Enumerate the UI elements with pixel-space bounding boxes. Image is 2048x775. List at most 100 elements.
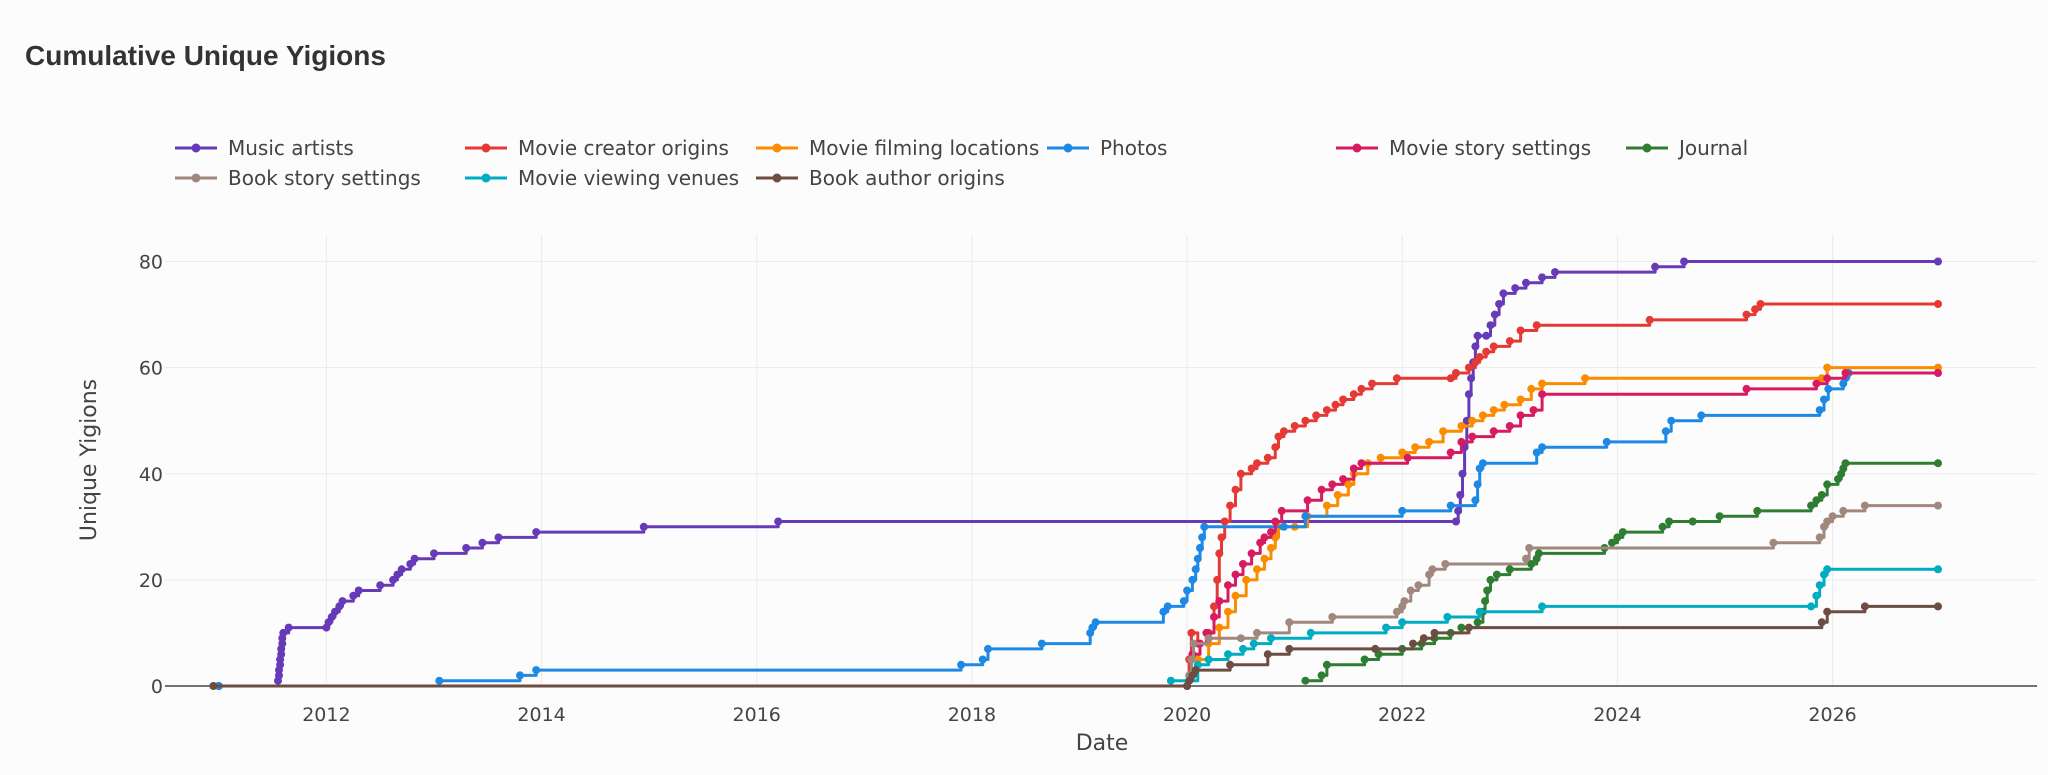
data-point	[1934, 369, 1942, 377]
legend-marker	[481, 173, 491, 183]
data-point	[1239, 644, 1247, 653]
data-point	[1860, 501, 1869, 510]
data-point	[1253, 565, 1261, 574]
data-point	[1392, 374, 1401, 383]
data-point	[1357, 459, 1366, 468]
data-point	[1468, 416, 1477, 425]
data-point	[1538, 273, 1547, 282]
data-point	[331, 607, 339, 616]
data-point	[1263, 453, 1272, 462]
data-point	[1483, 586, 1492, 595]
legend-item[interactable]: Movie filming locations	[756, 136, 1039, 160]
data-point	[1403, 453, 1412, 462]
data-point	[1820, 395, 1828, 404]
data-point	[1667, 416, 1676, 425]
y-axis-label: Unique Yigions	[77, 379, 102, 541]
data-point	[1608, 538, 1616, 547]
data-point	[1368, 379, 1377, 388]
data-point	[1522, 278, 1530, 287]
data-point	[1213, 575, 1222, 584]
data-point	[1505, 565, 1514, 574]
data-point	[1193, 554, 1202, 563]
data-point	[1382, 623, 1391, 632]
x-tick-label: 2018	[948, 704, 996, 726]
data-point	[957, 660, 966, 669]
data-point	[1661, 427, 1670, 436]
data-point	[1934, 459, 1942, 468]
series-lines	[209, 257, 1942, 690]
data-point	[1934, 300, 1942, 308]
data-point	[1815, 406, 1824, 415]
data-point	[1525, 544, 1534, 552]
y-tick-label: 40	[139, 464, 163, 486]
x-tick-label: 2026	[1808, 704, 1856, 726]
legend-item[interactable]: Journal	[1626, 136, 1748, 160]
data-point	[1400, 597, 1409, 606]
data-point	[1828, 512, 1837, 521]
legend-item[interactable]: Movie creator origins	[465, 136, 729, 160]
data-point	[532, 666, 541, 675]
legend-marker	[1063, 143, 1073, 153]
data-point	[1934, 501, 1942, 510]
data-point	[1807, 501, 1816, 510]
data-point	[1247, 464, 1256, 473]
data-point	[1680, 257, 1689, 266]
data-point	[1551, 268, 1559, 277]
data-point	[516, 671, 524, 680]
data-point	[1187, 628, 1196, 637]
data-point	[1688, 517, 1697, 526]
data-point	[1495, 300, 1504, 308]
data-point	[639, 522, 648, 531]
data-point	[406, 560, 415, 568]
data-point	[1522, 554, 1530, 563]
legend-marker	[1642, 143, 1652, 153]
data-point	[462, 544, 471, 552]
legend-item[interactable]: Photos	[1047, 136, 1167, 160]
data-point	[1271, 517, 1280, 526]
data-point	[1279, 427, 1288, 436]
data-point	[1430, 628, 1439, 637]
data-point	[1651, 262, 1660, 271]
data-point	[1274, 432, 1283, 441]
data-point	[1224, 607, 1232, 616]
data-point	[1349, 390, 1358, 399]
data-point	[1215, 597, 1224, 606]
data-point	[1191, 666, 1200, 675]
data-point	[1492, 570, 1501, 579]
data-point	[1166, 676, 1175, 685]
data-point	[1475, 607, 1484, 616]
data-point	[1645, 315, 1654, 324]
data-point	[1823, 565, 1832, 574]
data-point	[1306, 628, 1315, 637]
data-point	[1322, 660, 1331, 669]
data-point	[1312, 411, 1321, 420]
data-point	[1538, 443, 1547, 452]
data-point	[1263, 650, 1272, 659]
data-point	[494, 533, 503, 542]
legend-item[interactable]: Music artists	[175, 136, 354, 160]
data-point	[984, 644, 992, 653]
data-point	[1204, 655, 1213, 664]
data-point	[1516, 411, 1525, 420]
data-point	[1841, 459, 1850, 468]
data-point	[1742, 384, 1751, 393]
data-point	[1468, 432, 1477, 441]
data-point	[1231, 485, 1240, 494]
data-point	[1242, 575, 1251, 584]
x-tick-label: 2014	[517, 704, 565, 726]
data-point	[1301, 512, 1310, 521]
legend-item[interactable]: Book author origins	[756, 166, 1005, 190]
legend-item[interactable]: Book story settings	[175, 166, 421, 190]
data-point	[1249, 639, 1258, 648]
data-point	[1824, 384, 1833, 393]
series-group	[209, 602, 1942, 690]
data-point	[1215, 623, 1224, 632]
data-point	[1196, 544, 1204, 552]
legend-item[interactable]: Movie viewing venues	[465, 166, 739, 190]
series-group	[1185, 501, 1942, 680]
data-point	[1478, 459, 1487, 468]
data-point	[1179, 597, 1188, 606]
data-point	[1231, 570, 1240, 579]
data-point	[1188, 575, 1197, 584]
legend-item[interactable]: Movie story settings	[1336, 136, 1591, 160]
